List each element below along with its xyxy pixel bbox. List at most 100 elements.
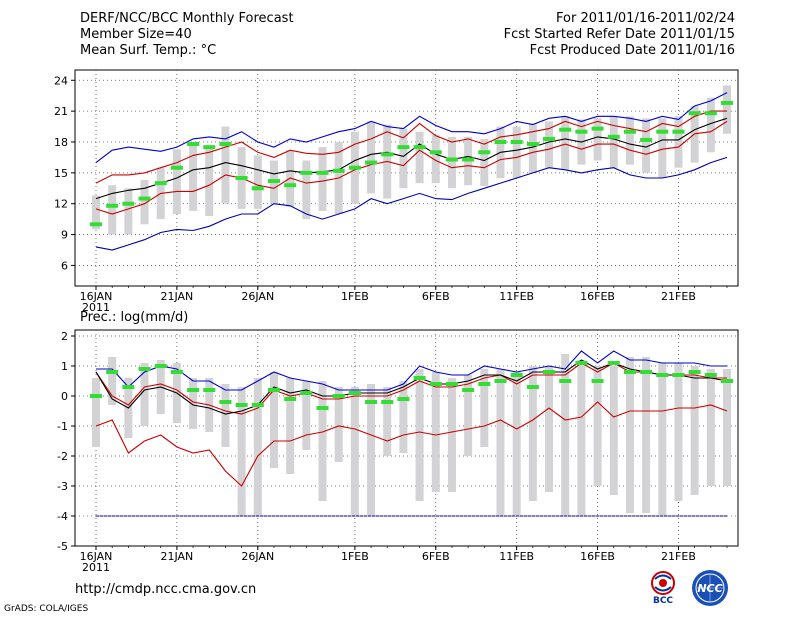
prec-ytick-label: 0 — [61, 390, 68, 403]
prec-spread-box — [561, 354, 570, 516]
temp-spread-box — [723, 85, 731, 134]
temp-xtick-label: 11FEB — [499, 290, 534, 303]
prec-spread-box — [496, 369, 505, 516]
temp-ytick-label: 18 — [54, 136, 68, 149]
prec-spread-box — [286, 378, 295, 474]
temp-min-line — [95, 156, 728, 251]
temp-xtick-label: 26JAN — [241, 290, 274, 303]
prec-observed-mark — [672, 373, 685, 377]
prec-observed-mark — [122, 385, 135, 389]
temp-observed-mark — [332, 168, 345, 173]
prec-observed-mark — [543, 370, 556, 374]
footer-url[interactable]: http://cmdp.ncc.cma.gov.cn — [75, 582, 257, 597]
prec-observed-mark — [413, 376, 426, 380]
temp-observed-mark — [623, 129, 636, 134]
temp-observed-mark — [284, 183, 297, 188]
prec-observed-mark — [90, 394, 102, 398]
temp-spread-box — [92, 195, 100, 230]
temp-spread-box — [706, 97, 715, 153]
prec-observed-mark — [284, 397, 297, 401]
prec-observed-mark — [559, 379, 572, 383]
prec-spread-box — [593, 366, 602, 486]
temp-spread-box — [172, 149, 181, 214]
temp-observed-mark — [138, 196, 151, 201]
temp-spread-box — [205, 147, 214, 217]
temp-spread-box — [512, 126, 521, 178]
temp-observed-mark — [381, 152, 394, 157]
prec-observed-mark — [640, 370, 653, 374]
temp-spread-box — [140, 180, 149, 225]
prec-observed-mark — [397, 397, 410, 401]
temp-observed-mark — [187, 142, 200, 147]
prec-spread-box — [431, 372, 440, 492]
temp-spread-box — [189, 144, 198, 211]
temp-lower-line — [95, 120, 728, 215]
prec-xtick-label: 16FEB — [580, 550, 615, 563]
prec-observed-mark — [106, 370, 119, 374]
prec-xtick-label: 26JAN — [241, 550, 274, 563]
prec-spread-box — [350, 387, 359, 516]
prec-observed-mark — [187, 388, 200, 392]
temp-spread-box — [367, 121, 376, 194]
temp-spread-box — [431, 134, 440, 184]
prec-observed-mark — [510, 373, 523, 377]
prec-observed-mark — [235, 403, 248, 407]
temp-ytick-label: 21 — [54, 105, 68, 118]
temp-spread-box — [415, 131, 424, 184]
temp-ytick-label: 15 — [54, 167, 68, 180]
temp-observed-mark — [251, 186, 264, 191]
temp-xtick-label: 1FEB — [341, 290, 369, 303]
prec-spread-box — [609, 366, 618, 495]
prec-observed-mark — [526, 385, 539, 389]
temp-spread-box — [593, 118, 602, 161]
temp-xtick-label: 16FEB — [580, 290, 615, 303]
prec-observed-mark — [332, 394, 345, 398]
temp-observed-mark — [688, 111, 701, 116]
prec-spread-box — [706, 369, 715, 486]
temp-observed-mark — [429, 150, 442, 155]
variable-label: Mean Surf. Temp.: °C — [80, 43, 217, 58]
temp-observed-mark — [607, 134, 620, 139]
temp-spread-box — [124, 188, 133, 235]
temp-spread-box — [642, 118, 651, 173]
temp-observed-mark — [704, 111, 717, 116]
forecast-period: For 2011/01/16-2011/02/24 — [556, 11, 735, 26]
temp-observed-mark — [106, 203, 119, 208]
prec-ytick-label: 2 — [61, 330, 68, 343]
temp-xtick-label: 21JAN — [160, 290, 193, 303]
temp-max-line — [95, 92, 728, 164]
prec-observed-mark — [154, 364, 167, 368]
prec-spread-box — [447, 378, 456, 492]
temp-observed-mark — [640, 137, 653, 142]
prec-spread-box — [625, 357, 634, 513]
prec-mean-line — [95, 359, 728, 415]
temp-spread-box — [658, 118, 667, 178]
header-title: DERF/NCC/BCC Monthly Forecast — [80, 11, 294, 26]
prec-xtick-label: 21JAN — [160, 550, 193, 563]
temp-ytick-label: 12 — [54, 198, 68, 211]
temp-spread-box — [447, 136, 456, 189]
prec-observed-mark — [704, 373, 717, 377]
temp-observed-mark — [267, 179, 280, 184]
prec-xtick-label: 11FEB — [499, 550, 534, 563]
prec-observed-mark — [445, 382, 458, 386]
prec-ytick-label: -2 — [57, 450, 68, 463]
temp-observed-mark — [462, 157, 475, 162]
prec-observed-mark — [623, 370, 636, 374]
bcc-logo-text: BCC — [653, 596, 673, 605]
temp-spread-box — [561, 116, 570, 170]
prec-observed-mark — [688, 370, 701, 374]
temp-observed-mark — [526, 142, 539, 147]
ncc-logo-text: NCC — [697, 582, 722, 595]
prec-observed-mark — [462, 388, 475, 392]
prec-observed-mark — [721, 379, 733, 383]
prec-spread-box — [383, 387, 392, 456]
prec-lower-line — [95, 401, 728, 487]
prec-spread-box — [658, 363, 667, 516]
prec-observed-mark — [267, 388, 280, 392]
prec-observed-mark — [429, 382, 442, 386]
prec-spread-box — [302, 381, 311, 450]
temp-observed-mark — [90, 222, 102, 227]
temp-observed-mark — [235, 176, 248, 180]
temp-spread-box — [253, 155, 262, 209]
